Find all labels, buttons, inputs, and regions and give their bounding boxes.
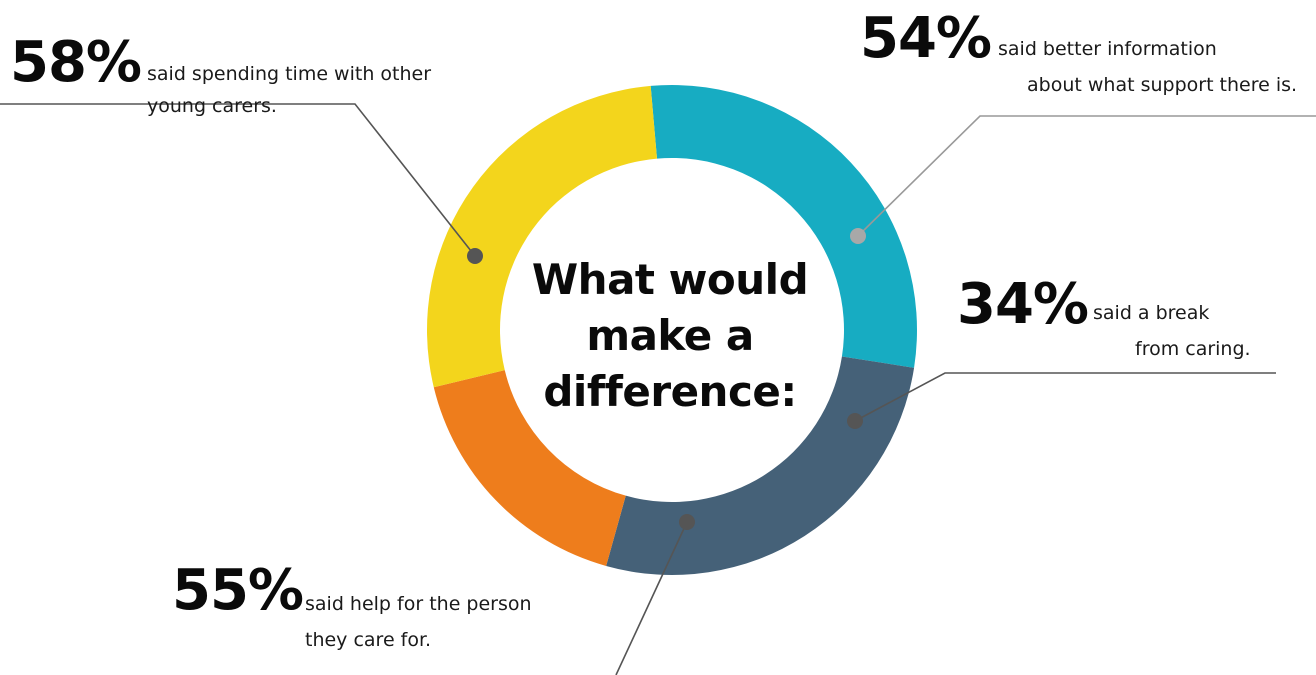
donut-segment-55 — [427, 85, 658, 388]
data-label-54: 54% — [860, 6, 992, 71]
annotation-34-line-1: said a break — [1093, 302, 1210, 324]
marker-54 — [850, 228, 866, 244]
data-label-34: 34% — [957, 272, 1089, 337]
annotation-34-line-2: from caring. — [1135, 338, 1251, 360]
leader-line-54 — [857, 115, 1316, 237]
annotation-54-line-2: about what support there is. — [1027, 74, 1298, 96]
chart-title-line-1: What would — [531, 255, 809, 304]
marker-34 — [847, 413, 863, 429]
data-label-58: 58% — [10, 30, 142, 95]
annotation-55-line-2: they care for. — [305, 629, 432, 651]
marker-55 — [679, 514, 695, 530]
donut-segment-34 — [433, 370, 626, 566]
leader-line-55 — [615, 521, 688, 675]
annotation-54-line-1: said better information — [998, 38, 1217, 60]
leader-line-34 — [854, 372, 1276, 422]
data-label-55: 55% — [172, 558, 304, 623]
leader-lines — [0, 103, 1316, 675]
donut-segment-58 — [650, 84, 918, 368]
annotation-58: said spending time with other young care… — [147, 58, 431, 122]
chart-title-line-2: make a — [586, 311, 754, 360]
annotation-58-line-2: young carers. — [147, 95, 277, 117]
leader-markers — [467, 228, 866, 530]
leader-line-58 — [0, 103, 476, 257]
chart-title: What would make a difference: — [505, 252, 835, 420]
chart-title-line-3: difference: — [543, 367, 797, 416]
marker-58 — [467, 248, 483, 264]
annotation-55-line-1: said help for the person — [305, 593, 532, 615]
annotation-58-line-1: said spending time with other — [147, 63, 432, 85]
